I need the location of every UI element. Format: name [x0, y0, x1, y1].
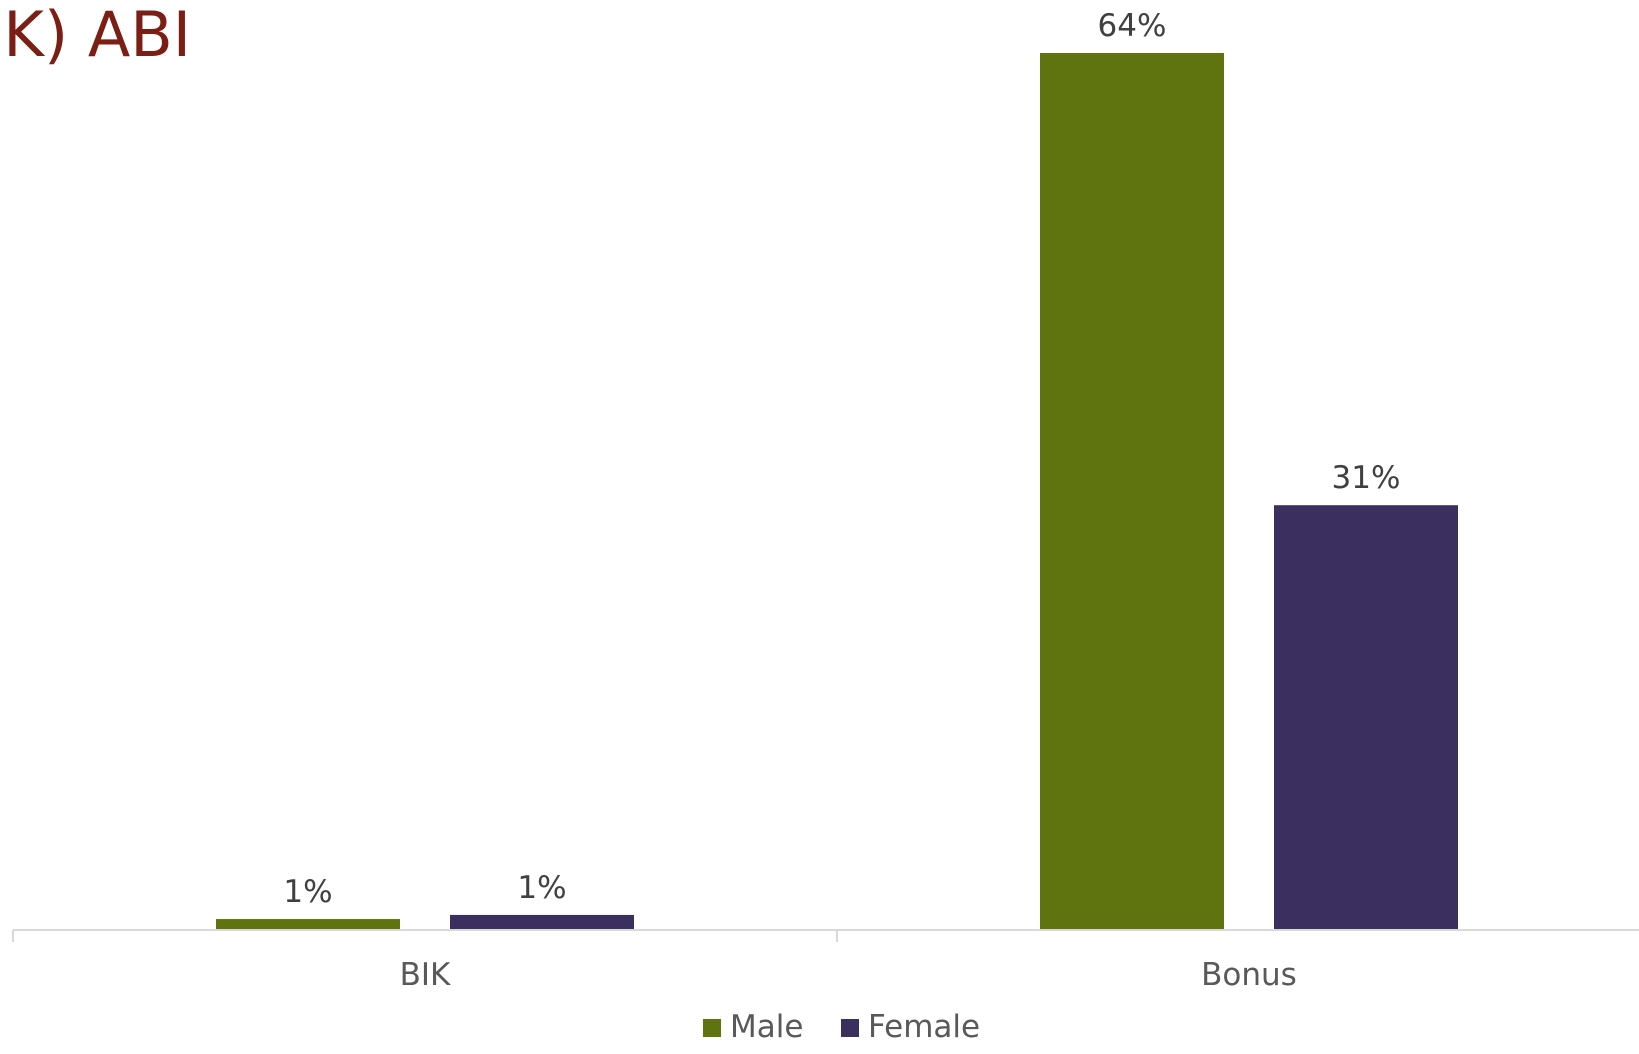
bar-bonus-male: [1040, 53, 1224, 930]
bar-bik-male: [216, 919, 400, 930]
x-axis: BIK Bonus: [12, 929, 1639, 993]
bars-group: 1% 1% 64% 31%: [216, 8, 1458, 930]
legend: Male Female: [703, 1009, 980, 1045]
legend-swatch-female: [841, 1019, 859, 1037]
data-label-bonus-male: 64%: [1098, 8, 1167, 44]
category-label-bonus: Bonus: [1201, 957, 1297, 993]
data-label-bik-male: 1%: [283, 874, 332, 910]
legend-swatch-male: [703, 1019, 721, 1037]
data-label-bik-female: 1%: [517, 870, 566, 906]
category-label-bik: BIK: [400, 957, 451, 993]
bar-bonus-female: [1274, 505, 1458, 930]
legend-label-male: Male: [730, 1009, 803, 1045]
bar-bik-female: [450, 914, 634, 930]
chart-title: IK) ABI: [0, 0, 191, 71]
data-label-bonus-female: 31%: [1332, 460, 1401, 496]
legend-label-female: Female: [868, 1009, 980, 1045]
